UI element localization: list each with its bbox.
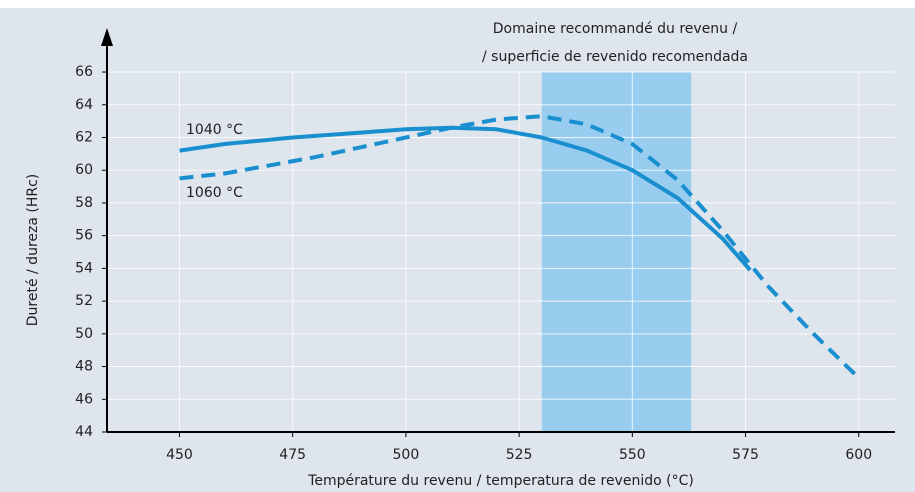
y-tick-label: 46 (75, 391, 93, 407)
y-tick-label: 58 (75, 195, 93, 211)
y-axis-arrow (101, 28, 113, 46)
y-tick-label: 48 (75, 359, 93, 375)
background (0, 8, 915, 492)
series-label: 1040 °C (186, 122, 243, 138)
x-tick-label: 600 (845, 447, 872, 463)
series-label: 1060 °C (186, 185, 243, 201)
recommended-range (541, 72, 692, 432)
x-tick-label: 450 (166, 447, 193, 463)
x-tick-label: 475 (279, 447, 306, 463)
y-tick-label: 56 (75, 228, 93, 244)
y-tick-label: 50 (75, 326, 93, 342)
y-tick-label: 66 (75, 64, 93, 80)
x-tick-label: 575 (732, 447, 759, 463)
series-line (179, 114, 861, 380)
x-axis-label: Température du revenu / temperatura de r… (307, 473, 694, 489)
y-tick-label: 62 (75, 129, 93, 145)
y-tick-label: 60 (75, 162, 93, 178)
x-tick-label: 500 (393, 447, 420, 463)
y-tick-label: 44 (75, 424, 93, 440)
x-tick-label: 525 (506, 447, 533, 463)
y-tick-label: 64 (75, 97, 93, 113)
y-axis-label: Dureté / dureza (HRc) (25, 174, 41, 327)
annotation: Domaine recommandé du revenu / (493, 21, 738, 37)
annotation: / superficie de revenido recomendada (482, 49, 748, 65)
series-line (179, 125, 752, 272)
y-tick-label: 54 (75, 260, 93, 276)
x-tick-label: 550 (619, 447, 646, 463)
y-tick-label: 52 (75, 293, 93, 309)
